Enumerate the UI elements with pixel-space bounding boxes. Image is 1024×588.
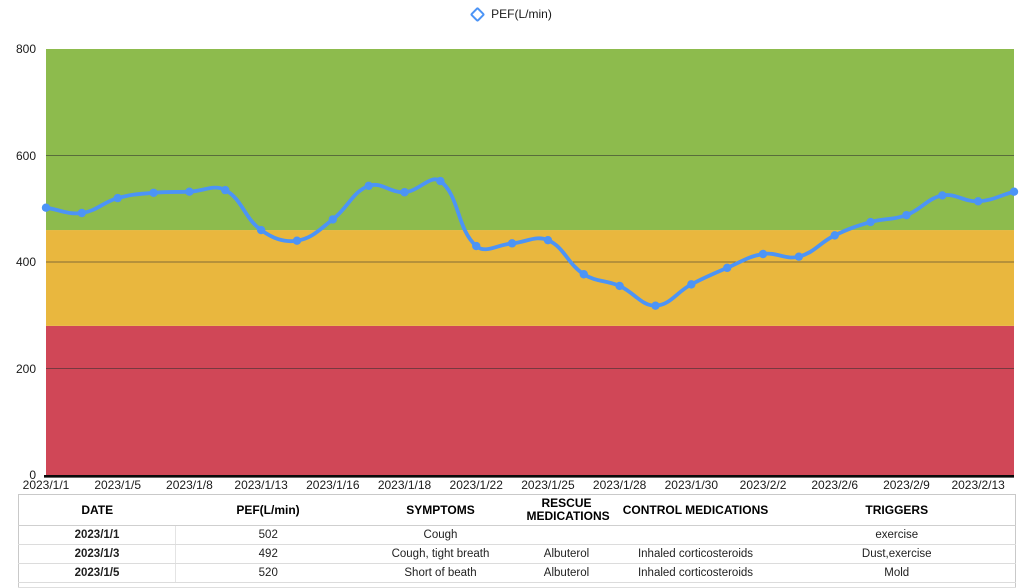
- zone-yellow: [46, 230, 1014, 326]
- data-point-marker[interactable]: [579, 270, 588, 279]
- y-axis-tick-label: 0: [29, 468, 36, 482]
- cell-symptoms: Short of beath: [360, 563, 521, 583]
- x-axis-tick-label: 2023/2/2: [739, 478, 787, 492]
- data-point-marker[interactable]: [830, 231, 839, 240]
- data-point-marker[interactable]: [328, 215, 338, 224]
- data-point-marker[interactable]: [758, 249, 768, 259]
- data-point-marker[interactable]: [938, 191, 947, 200]
- cell-pef: 502: [175, 525, 361, 545]
- cell-triggers: Dust,exercise: [778, 544, 1016, 564]
- x-axis-tick-label: 2023/1/8: [166, 478, 213, 492]
- table-header: DATE PEF(L/min) SYMPTOMS RESCUE MEDICATI…: [18, 494, 1016, 526]
- table-row: 2023/1/3 492 Cough, tight breath Albuter…: [18, 544, 1016, 564]
- legend-label: PEF(L/min): [491, 7, 552, 21]
- x-axis-tick-label: 2023/1/30: [664, 478, 719, 492]
- cell-date: 2023/1/3: [18, 544, 176, 564]
- x-axis-tick-label: 2023/1/5: [94, 478, 142, 492]
- cell-rescue: Albuterol: [520, 544, 613, 564]
- data-point-marker[interactable]: [77, 208, 87, 218]
- cell-pef: 492: [175, 544, 361, 564]
- chart-legend[interactable]: PEF(L/min): [0, 6, 1024, 22]
- x-axis-tick-label: 2023/1/1: [22, 478, 70, 492]
- cell-control: Inhaled corticosteroids: [612, 544, 779, 564]
- table-row-partial: [18, 582, 1016, 588]
- data-point-marker[interactable]: [973, 197, 983, 206]
- y-axis-tick-label: 600: [15, 148, 36, 163]
- data-point-marker[interactable]: [185, 187, 194, 196]
- data-point-marker[interactable]: [113, 193, 122, 203]
- data-point-marker[interactable]: [687, 280, 696, 289]
- data-point-marker[interactable]: [256, 225, 266, 235]
- x-axis-tick-label: 2023/1/22: [449, 478, 503, 492]
- y-axis-tick-label: 200: [15, 361, 36, 376]
- cell-date: 2023/1/5: [18, 563, 176, 583]
- col-header-date: DATE: [18, 494, 176, 526]
- zone-green: [46, 49, 1014, 231]
- data-point-marker[interactable]: [400, 188, 409, 197]
- data-point-marker[interactable]: [794, 252, 804, 261]
- col-header-control-medications: CONTROL MEDICATIONS: [612, 494, 779, 526]
- cell-symptoms: Cough, tight breath: [360, 544, 521, 564]
- x-axis-tick-label: 2023/1/28: [592, 478, 647, 492]
- col-header-pef: PEF(L/min): [175, 494, 361, 526]
- cell-rescue: Albuterol: [520, 563, 613, 583]
- data-point-marker[interactable]: [472, 241, 481, 251]
- y-axis-tick-label: 800: [15, 42, 36, 56]
- cell-triggers: Mold: [778, 563, 1016, 583]
- chart-canvas: [41, 49, 1019, 478]
- cell-date: 2023/1/1: [18, 525, 176, 545]
- col-header-rescue-medications: RESCUE MEDICATIONS: [520, 494, 613, 526]
- col-header-symptoms: SYMPTOMS: [360, 494, 521, 526]
- data-point-marker[interactable]: [615, 281, 624, 291]
- x-axis-tick-label: 2023/1/13: [234, 478, 288, 492]
- pef-line: [44, 177, 1016, 308]
- zone-red: [46, 325, 1014, 475]
- data-point-marker[interactable]: [651, 301, 660, 310]
- y-axis-tick-label: 400: [15, 255, 36, 269]
- cell-control: [612, 525, 779, 545]
- x-axis-tick-label: 2023/1/16: [306, 478, 360, 492]
- data-point-marker[interactable]: [902, 210, 911, 220]
- data-point-marker[interactable]: [507, 239, 517, 248]
- data-point-marker[interactable]: [436, 176, 445, 186]
- data-point-marker[interactable]: [292, 236, 302, 245]
- data-point-marker[interactable]: [149, 188, 158, 197]
- data-point-marker[interactable]: [41, 203, 51, 212]
- x-axis-tick-label: 2023/2/6: [811, 478, 859, 492]
- x-axis-tick-label: 2023/1/18: [377, 478, 432, 492]
- cell-rescue: [520, 525, 613, 545]
- cell-symptoms: Cough: [360, 525, 521, 545]
- cell-control: Inhaled corticosteroids: [612, 563, 779, 583]
- data-point-marker[interactable]: [364, 181, 373, 191]
- x-axis-tick-label: 2023/2/9: [883, 478, 930, 492]
- data-point-marker[interactable]: [866, 217, 875, 227]
- data-point-marker[interactable]: [1009, 187, 1019, 196]
- table-row: 2023/1/5 520 Short of beath Albuterol In…: [18, 563, 1016, 583]
- table-row: 2023/1/1 502 Cough exercise: [18, 525, 1016, 545]
- col-header-triggers: TRIGGERS: [778, 494, 1016, 526]
- pef-log-table: DATE PEF(L/min) SYMPTOMS RESCUE MEDICATI…: [18, 494, 1016, 588]
- x-axis-tick-label: 2023/2/13: [951, 478, 1005, 492]
- cell-triggers: exercise: [778, 525, 1016, 545]
- cell-pef: 520: [175, 563, 361, 583]
- data-point-marker[interactable]: [722, 263, 732, 273]
- data-point-marker[interactable]: [221, 185, 230, 195]
- data-point-marker[interactable]: [543, 235, 553, 245]
- x-axis-tick-label: 2023/1/25: [521, 478, 575, 492]
